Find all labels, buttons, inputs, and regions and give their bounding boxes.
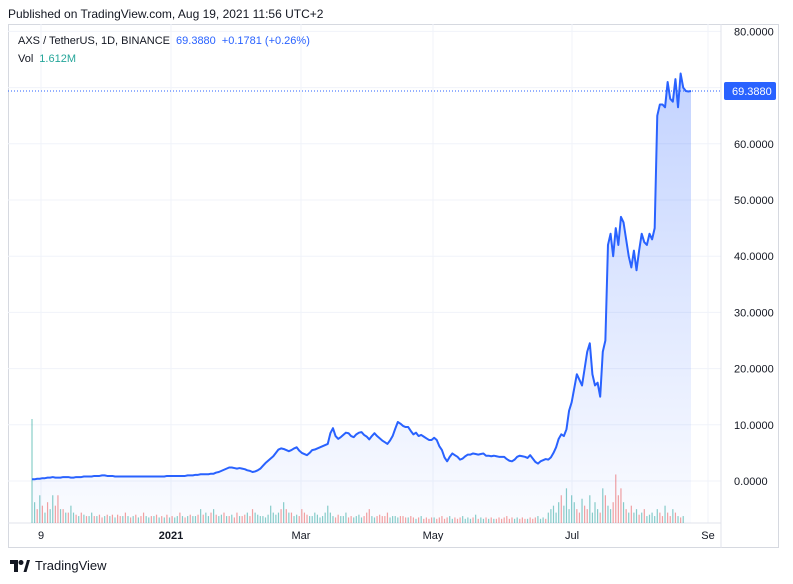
y-tick-label: 50.0000 bbox=[734, 195, 774, 207]
chart-canvas[interactable]: 0.0000 10.0000 20.0000 30.0000 40.0000 50.000… bbox=[8, 24, 779, 548]
last-price-tag-label: 69.3880 bbox=[732, 86, 772, 98]
volume-bar bbox=[31, 419, 33, 523]
volume-value: 1.612M bbox=[39, 53, 76, 65]
symbol-legend[interactable]: AXS / TetherUS, 1D, BINANCE 69.3880 +0.178… bbox=[18, 35, 310, 47]
x-tick-label: Jul bbox=[565, 530, 579, 542]
chart-frame bbox=[8, 24, 779, 548]
price-change-value: +0.1781 (+0.26%) bbox=[221, 35, 310, 47]
y-tick-label: 60.0000 bbox=[734, 139, 774, 151]
last-price-tag-bg bbox=[724, 81, 776, 100]
last-price-tag: 69.3880 bbox=[724, 81, 776, 100]
tradingview-logo-icon bbox=[10, 559, 30, 572]
price-area-fill bbox=[32, 73, 691, 524]
y-tick-label: 80.0000 bbox=[734, 26, 774, 38]
x-tick-label: Mar bbox=[292, 530, 311, 542]
x-tick-label: Se bbox=[701, 530, 714, 542]
y-tick-label: 20.0000 bbox=[734, 364, 774, 376]
symbol-info[interactable]: AXS / TetherUS, 1D, BINANCE bbox=[18, 35, 171, 47]
y-tick-label: 0.0000 bbox=[734, 476, 768, 488]
footer-brand[interactable]: TradingView bbox=[10, 558, 107, 573]
x-tick-label: 9 bbox=[38, 530, 44, 542]
y-tick-label: 40.0000 bbox=[734, 251, 774, 263]
price-line bbox=[32, 72, 692, 481]
volume-legend[interactable]: Vol 1.612M bbox=[18, 53, 76, 65]
y-tick-label: 10.0000 bbox=[734, 420, 774, 432]
published-caption: Published on TradingView.com, Aug 19, 20… bbox=[8, 7, 324, 21]
x-tick-label: May bbox=[423, 530, 444, 542]
footer-brand-label: TradingView bbox=[35, 558, 107, 573]
x-tick-label: 2021 bbox=[159, 530, 183, 542]
y-tick-label: 30.0000 bbox=[734, 307, 774, 319]
x-axis[interactable]: 9 2021 Mar May Jul Se bbox=[38, 530, 715, 542]
volume-label[interactable]: Vol bbox=[18, 53, 34, 65]
last-price-value: 69.3880 bbox=[176, 35, 216, 47]
